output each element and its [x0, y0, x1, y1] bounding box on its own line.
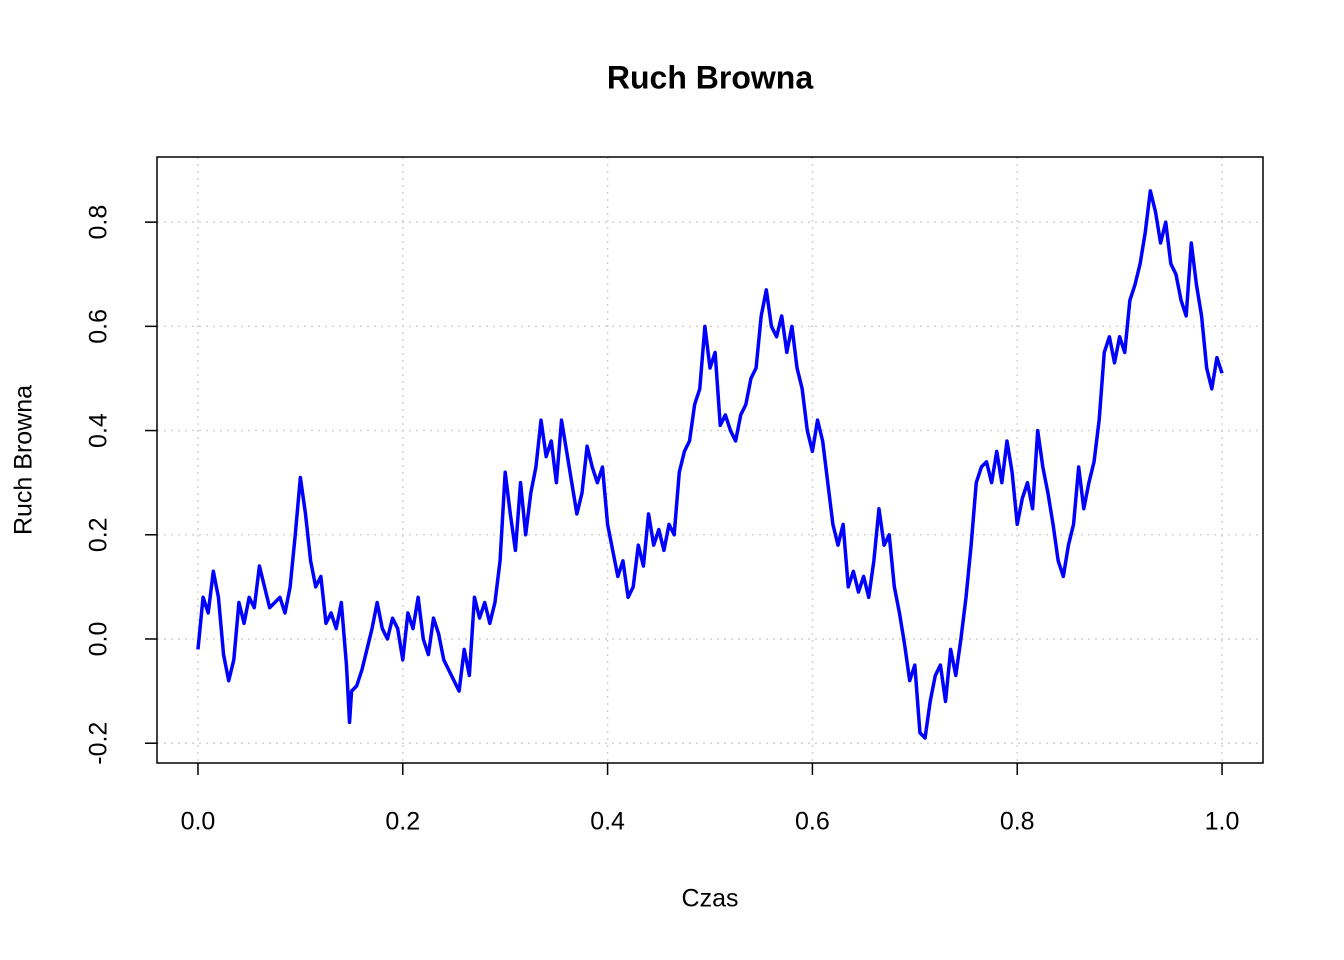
y-tick-label: 0.6: [85, 309, 113, 344]
x-tick-label: 0.2: [385, 808, 420, 836]
x-tick-label: 0.4: [590, 808, 625, 836]
x-tick-label: 0.8: [1000, 808, 1035, 836]
x-axis-label: Czas: [682, 885, 739, 913]
chart-title: Ruch Browna: [607, 59, 813, 95]
y-tick-label: 0.0: [85, 622, 113, 657]
x-tick-label: 0.0: [181, 808, 216, 836]
y-tick-label: -0.2: [85, 722, 113, 765]
x-tick-label: 1.0: [1205, 808, 1240, 836]
data-line: [196, 189, 1224, 740]
x-tick-label: 0.6: [795, 808, 830, 836]
y-axis-label: Ruch Browna: [10, 385, 38, 535]
y-tick-label: 0.2: [85, 517, 113, 552]
plot-frame: [156, 156, 1264, 764]
y-tick-label: 0.8: [85, 205, 113, 240]
y-tick-label: 0.4: [85, 413, 113, 448]
